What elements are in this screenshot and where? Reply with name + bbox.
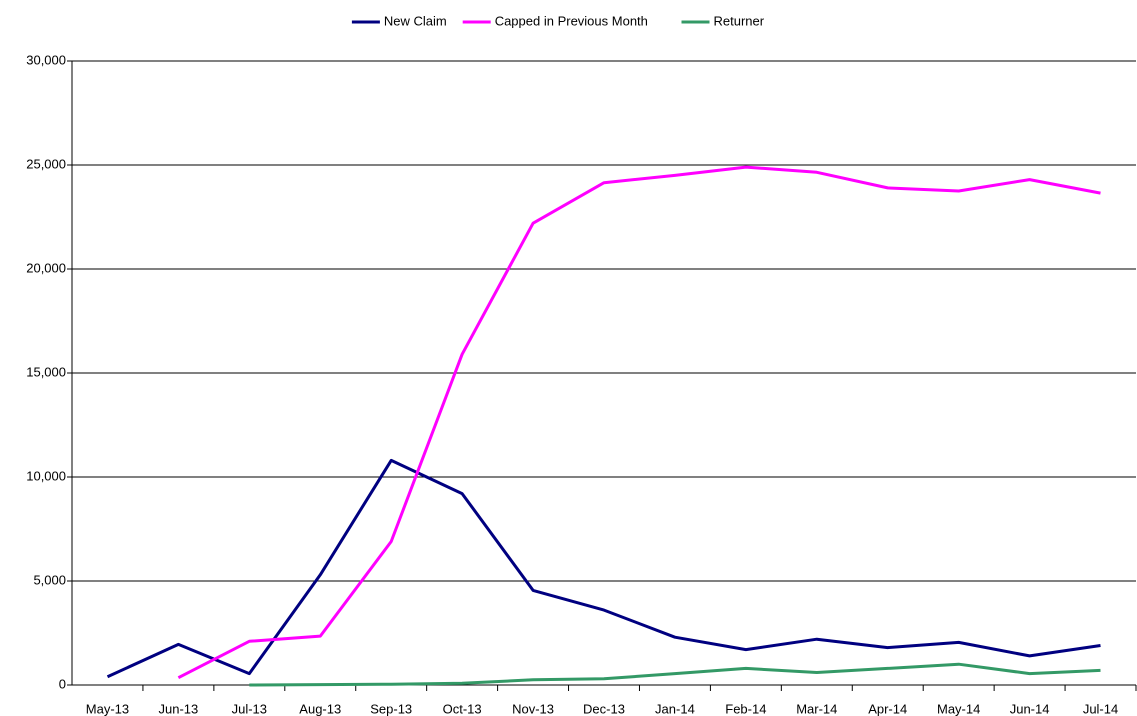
x-tick-label: May-14 bbox=[937, 701, 980, 716]
x-tick-label: Dec-13 bbox=[583, 701, 625, 716]
x-tick-label: Jul-14 bbox=[1083, 701, 1118, 716]
y-tick-label: 30,000 bbox=[26, 52, 66, 67]
y-tick-label: 5,000 bbox=[33, 572, 66, 587]
legend-label: Capped in Previous Month bbox=[495, 13, 648, 28]
series-line bbox=[249, 662, 1101, 687]
y-tick-label: 25,000 bbox=[26, 156, 66, 171]
x-tick-label: May-13 bbox=[86, 701, 129, 716]
x-tick-label: Mar-14 bbox=[796, 701, 837, 716]
x-tick-label: Oct-13 bbox=[443, 701, 482, 716]
series-line bbox=[106, 458, 1101, 679]
x-tick-label: Jan-14 bbox=[655, 701, 695, 716]
y-tick-label: 10,000 bbox=[26, 468, 66, 483]
legend-label: Returner bbox=[714, 13, 765, 28]
y-tick-label: 20,000 bbox=[26, 260, 66, 275]
x-tick-label: Aug-13 bbox=[299, 701, 341, 716]
y-tick-label: 0 bbox=[59, 676, 66, 691]
series-line bbox=[177, 165, 1101, 680]
x-tick-label: Jul-13 bbox=[232, 701, 267, 716]
x-tick-label: Feb-14 bbox=[725, 701, 766, 716]
legend-label: New Claim bbox=[384, 13, 447, 28]
x-tick-label: Jun-14 bbox=[1010, 701, 1050, 716]
y-tick-label: 15,000 bbox=[26, 364, 66, 379]
x-tick-label: Nov-13 bbox=[512, 701, 554, 716]
x-tick-label: Sep-13 bbox=[370, 701, 412, 716]
x-tick-label: Jun-13 bbox=[159, 701, 199, 716]
x-tick-label: Apr-14 bbox=[868, 701, 907, 716]
